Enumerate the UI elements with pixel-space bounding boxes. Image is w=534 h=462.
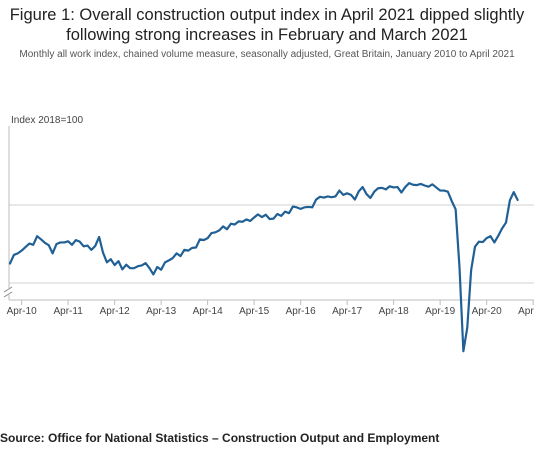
x-tick-label: Apr-15: [239, 306, 269, 317]
source-note: Source: Office for National Statistics –…: [0, 431, 440, 445]
x-tick-label: Apr-12: [100, 306, 130, 317]
x-tick-label: Apr-18: [379, 306, 409, 317]
x-tick-label: Apr-16: [286, 306, 316, 317]
x-tick-label: Apr-19: [425, 306, 455, 317]
x-tick-label: Apr-21: [518, 306, 534, 317]
x-tick-label: Apr-11: [53, 306, 83, 317]
x-tick-label: Apr-14: [193, 306, 223, 317]
chart-title: Figure 1: Overall construction output in…: [0, 5, 534, 45]
x-tick-label: Apr-13: [146, 306, 176, 317]
y-axis-label: Index 2018=100: [11, 115, 84, 126]
x-tick-label: Apr-10: [7, 306, 37, 317]
x-tick-label: Apr-17: [332, 306, 362, 317]
series-line: [8, 182, 519, 353]
chart-subtitle: Monthly all work index, chained volume m…: [19, 49, 515, 60]
axis-break-mark: [3, 286, 13, 298]
line-chart: Apr-10 Apr-11 Apr-12 Apr-13 Apr-14 Apr-15 Apr-…: [3, 126, 534, 353]
chart-title-line-2: following strong increases in February a…: [66, 26, 468, 44]
chart-title-line-1: Figure 1: Overall construction output in…: [9, 6, 525, 24]
x-tick-label: Apr-20: [472, 306, 502, 317]
